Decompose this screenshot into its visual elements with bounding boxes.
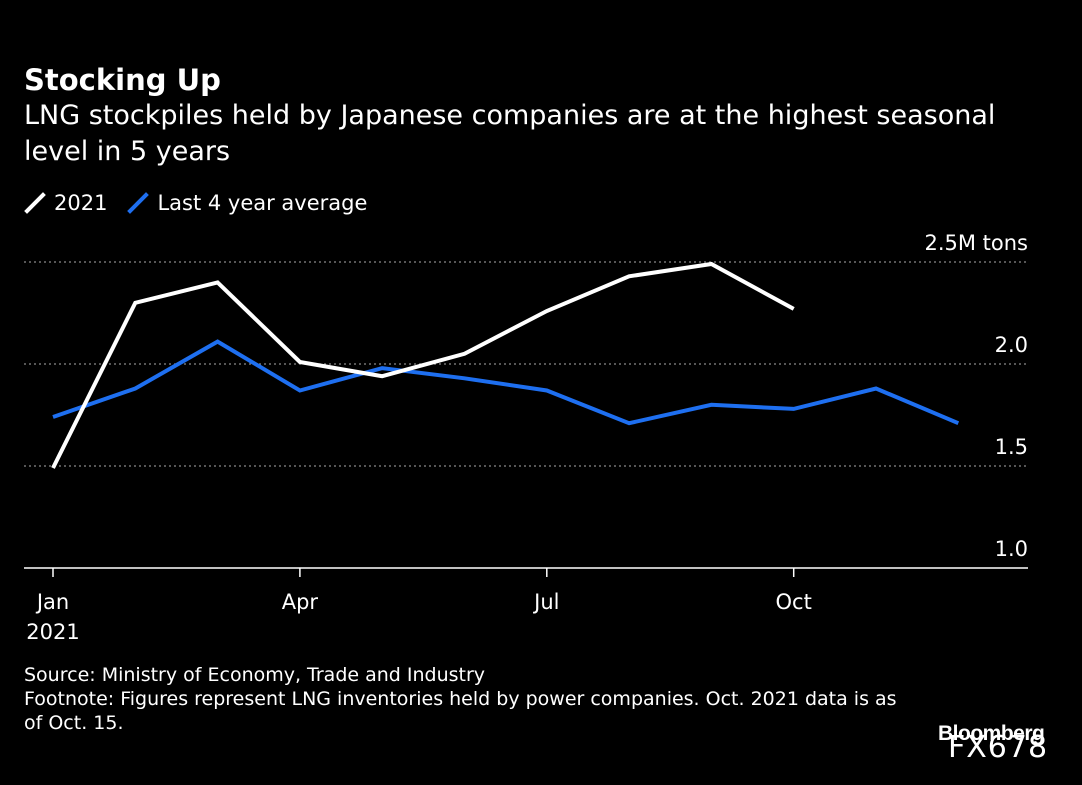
footnotes: Source: Ministry of Economy, Trade and I…: [24, 663, 904, 735]
legend: 2021 Last 4 year average: [24, 188, 387, 218]
fx678-watermark: FX678: [948, 730, 1049, 765]
x-tick-label: Jul: [532, 590, 559, 614]
y-tick-label: 1.0: [995, 537, 1028, 561]
series-line-2021: [51, 261, 795, 469]
chart-title: Stocking Up: [24, 63, 221, 97]
legend-swatch-average: [127, 192, 150, 214]
x-tick-label: Apr: [282, 590, 319, 614]
y-tick-label: 1.5: [995, 435, 1028, 459]
y-tick-label: 2.0: [995, 333, 1028, 357]
x-tick-sublabel: 2021: [26, 620, 79, 644]
x-tick-label: Oct: [776, 590, 812, 614]
legend-item-2021: 2021: [24, 188, 107, 218]
y-tick-label: 2.5M tons: [924, 231, 1028, 255]
legend-label-average: Last 4 year average: [157, 191, 368, 215]
x-tick-label: Jan: [35, 590, 69, 614]
source-note: Source: Ministry of Economy, Trade and I…: [24, 664, 486, 686]
legend-label-2021: 2021: [54, 191, 108, 215]
series-line-4yr-average: [52, 339, 960, 426]
legend-item-average: Last 4 year average: [127, 188, 367, 218]
legend-swatch-2021: [24, 192, 46, 214]
bloomberg-logo: Bloomberg: [938, 722, 1045, 745]
footnote: Footnote: Figures represent LNG inventor…: [24, 688, 897, 734]
chart-subtitle: LNG stockpiles held by Japanese companie…: [24, 100, 996, 167]
